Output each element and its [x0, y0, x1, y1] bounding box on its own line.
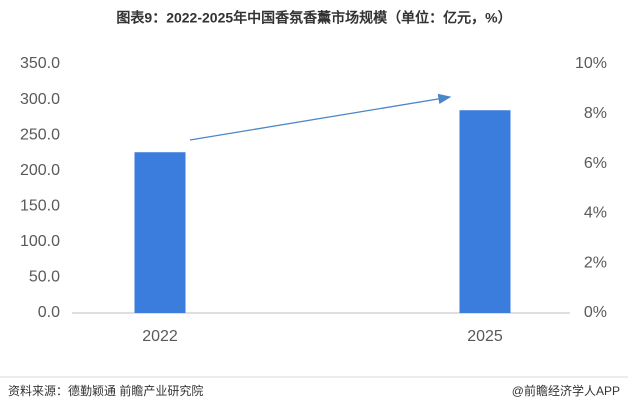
y2-tick-label: 10%: [575, 55, 607, 72]
trend-arrow: [189, 93, 452, 141]
y-tick-label: 250.0: [20, 126, 60, 143]
y-tick-label: 150.0: [20, 198, 60, 215]
source: 资料来源：德勤颖通 前瞻产业研究院: [8, 383, 203, 398]
y-tick-label: 200.0: [20, 162, 60, 179]
y2-tick-label: 2%: [584, 254, 607, 271]
y2-tick-label: 6%: [584, 155, 607, 172]
y-tick-label: 100.0: [20, 233, 60, 250]
y-tick-label: 350.0: [20, 55, 60, 72]
y-tick-label: 300.0: [20, 91, 60, 108]
x-tick-label: 2022: [142, 328, 178, 345]
x-tick-label: 2025: [467, 328, 503, 345]
bar: [134, 152, 186, 313]
y-tick-label: 0.0: [38, 304, 60, 321]
chart-title: 图表9：2022-2025年中国香氛香薰市场规模（单位：亿元，%）: [116, 10, 511, 26]
bar: [459, 110, 511, 313]
y2-tick-label: 0%: [584, 304, 607, 321]
y2-tick-label: 4%: [584, 205, 607, 222]
y-tick-label: 50.0: [29, 269, 60, 286]
y2-tick-label: 8%: [584, 105, 607, 122]
credit: @前瞻经济学人APP: [512, 383, 620, 398]
